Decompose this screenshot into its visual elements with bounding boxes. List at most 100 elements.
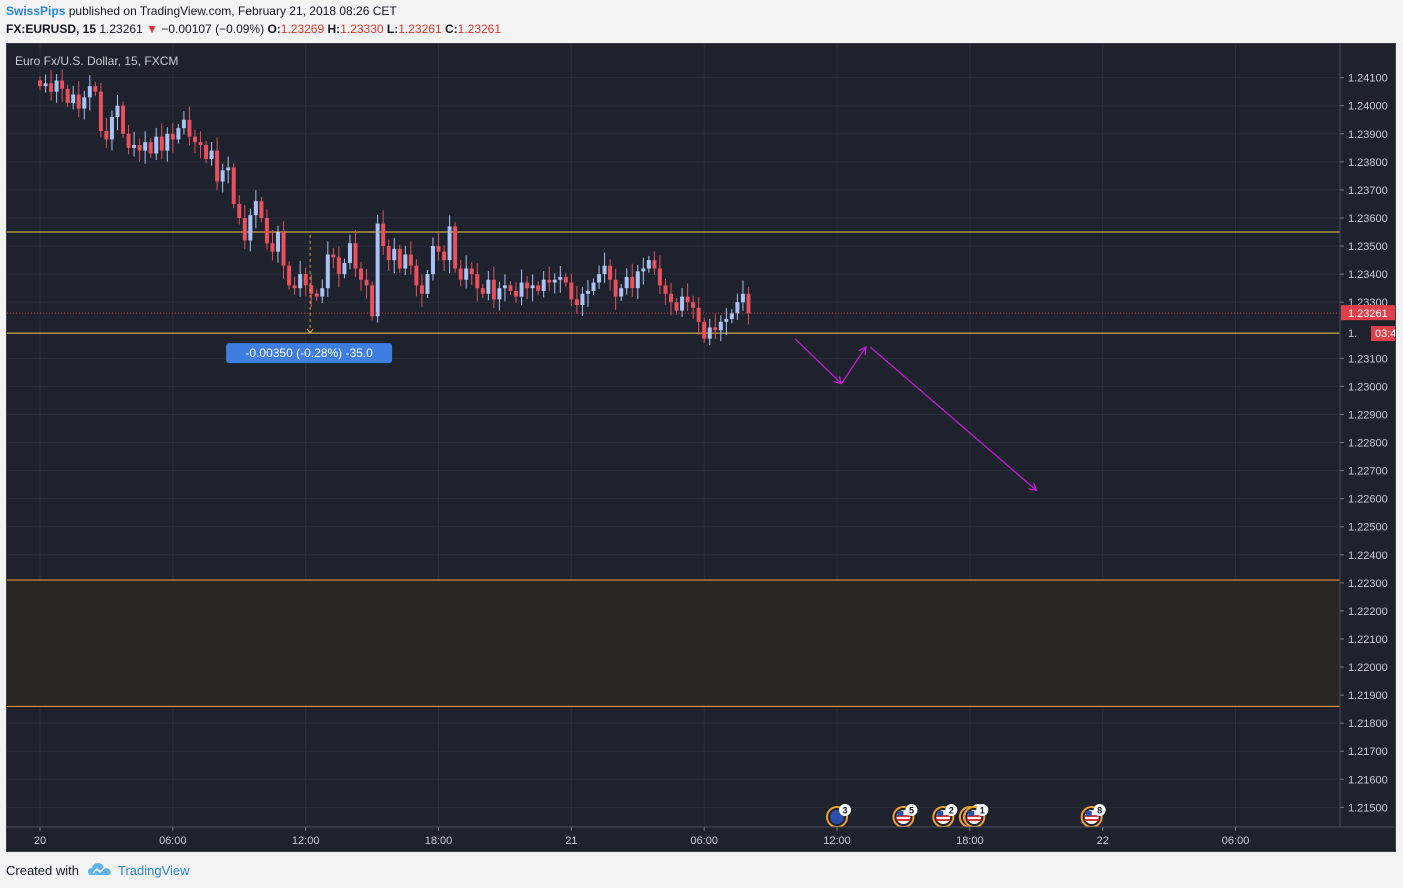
event-marker[interactable]: 1 [963, 804, 989, 828]
event-count: 5 [909, 806, 914, 816]
candle-body [126, 133, 131, 148]
candle-body [464, 268, 469, 280]
chart-title: Euro Fx/U.S. Dollar, 15, FXCM [15, 54, 179, 68]
candle-body [331, 254, 336, 258]
candle-body [591, 282, 596, 291]
candle-body [502, 285, 507, 289]
candle-body [403, 254, 408, 269]
tradingview-brand-link[interactable]: TradingView [118, 863, 190, 878]
price-tick-label: 1.22500 [1348, 522, 1388, 534]
price-tick-label: 1.21800 [1348, 718, 1388, 730]
candle-body [569, 282, 574, 300]
candle-body [215, 150, 220, 182]
level-partial-label: 1. [1348, 328, 1357, 340]
time-tick-label: 22 [1097, 835, 1109, 847]
candle-body [602, 265, 607, 275]
candle-body [397, 248, 402, 269]
candle-body [359, 268, 364, 280]
candle-body [82, 97, 87, 109]
price-tick-label: 1.23100 [1348, 353, 1388, 365]
event-marker[interactable]: 2 [932, 804, 958, 828]
candle-body [425, 274, 430, 294]
low-label: L: [386, 22, 399, 36]
candle-body [453, 226, 458, 269]
candle-body [508, 285, 513, 291]
candle-body [93, 86, 98, 92]
price-tick-label: 1.22800 [1348, 438, 1388, 450]
candle-body [563, 276, 568, 283]
candle-body [447, 226, 452, 261]
candle-body [663, 285, 668, 294]
price-tick-label: 1.22600 [1348, 494, 1388, 506]
projection-arrow [1028, 482, 1038, 492]
candle-body [536, 285, 541, 291]
candle-body [364, 279, 369, 286]
event-marker[interactable]: 5 [892, 804, 918, 828]
projection-arrow [858, 346, 867, 356]
candle-body [497, 288, 502, 300]
chart-area[interactable]: -0.00350 (-0.28%) -35.03523181.241001.24… [6, 43, 1396, 852]
candle-body [547, 279, 552, 283]
event-count: 2 [949, 806, 954, 816]
time-tick-label: 12:00 [292, 835, 320, 847]
time-tick-label: 06:00 [690, 835, 718, 847]
candle-body [641, 268, 646, 272]
candle-body [204, 145, 209, 160]
candle-body [71, 94, 76, 103]
measure-label-box [226, 343, 393, 364]
price-tick-label: 1.21500 [1348, 802, 1388, 814]
published-info: published on TradingView.com, February 2… [68, 4, 397, 18]
candle-body [541, 279, 546, 291]
candle-body [143, 142, 148, 151]
candle-body [519, 282, 524, 297]
candle-body [320, 288, 325, 297]
time-tick-label: 12:00 [823, 835, 851, 847]
candle-body [691, 302, 696, 308]
candle-body [514, 290, 519, 297]
high-value: 1.23330 [340, 22, 384, 36]
candle-body [696, 307, 701, 322]
candle-body [685, 296, 690, 303]
us-flag-canton [1085, 811, 1092, 816]
candle-body [635, 271, 640, 289]
us-flag-canton [968, 811, 975, 816]
candle-body [746, 293, 751, 314]
triangle-down-icon: ▼ [146, 22, 158, 36]
candle-body [475, 274, 480, 289]
price-tick-label: 1.24100 [1348, 73, 1388, 85]
candle-body [718, 321, 723, 331]
price-tick-label: 1.22400 [1348, 550, 1388, 562]
author-link[interactable]: SwissPips [6, 4, 66, 18]
time-tick-label: 06:00 [1222, 835, 1250, 847]
candle-body [386, 246, 391, 261]
candle-body [121, 105, 126, 134]
candle-body [430, 246, 435, 275]
candle-body [325, 254, 330, 289]
candle-body [458, 268, 463, 280]
candle-body [209, 150, 214, 160]
candle-body [630, 276, 635, 289]
symbol-label[interactable]: FX:EURUSD, 15 [6, 22, 97, 36]
candle-body [292, 285, 297, 289]
time-tick-label: 21 [565, 835, 577, 847]
candle-body [597, 274, 602, 283]
candle-body [552, 279, 557, 283]
price-tick-label: 1.21900 [1348, 690, 1388, 702]
price-tick-label: 1.22000 [1348, 662, 1388, 674]
candle-body [707, 327, 712, 339]
candle-body [353, 243, 358, 269]
candle-body [347, 243, 352, 263]
projection-line [869, 346, 1037, 491]
time-tick-label: 18:00 [956, 835, 984, 847]
candle-body [613, 279, 618, 297]
open-label: O: [267, 22, 281, 36]
candle-body [381, 223, 386, 247]
event-marker[interactable]: 3 [826, 804, 852, 828]
created-with-label: Created with [6, 863, 79, 878]
candle-body [314, 293, 319, 297]
close-value: 1.23261 [457, 22, 502, 36]
price-chart[interactable]: -0.00350 (-0.28%) -35.03523181.241001.24… [7, 44, 1396, 852]
candle-body [159, 136, 164, 151]
countdown-tag [1371, 326, 1395, 342]
projection-line [840, 346, 867, 384]
